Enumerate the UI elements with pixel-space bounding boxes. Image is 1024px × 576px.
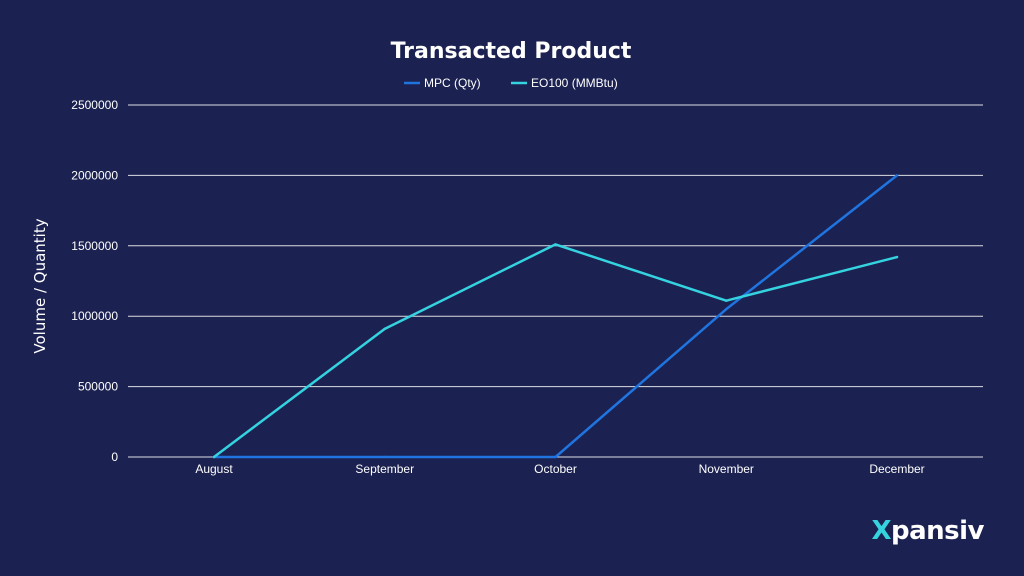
x-tick-label-december: December: [869, 462, 924, 476]
data-point: [554, 243, 557, 246]
y-tick-label: 1000000: [71, 309, 118, 323]
y-tick-label: 1500000: [71, 239, 118, 253]
data-point: [383, 455, 386, 459]
logo-x-mark: X: [871, 516, 891, 546]
data-point: [383, 327, 386, 331]
legend-label-eo100: EO100 (MMBtu): [531, 76, 618, 90]
x-tick-label-november: November: [699, 462, 754, 476]
y-tick-labels: 0 500000 1000000 1500000 2000000 2500000: [71, 98, 118, 464]
logo-wordmark: pansiv: [890, 516, 985, 546]
series-line-eo100: [212, 243, 899, 459]
x-tick-label-october: October: [534, 462, 577, 476]
chart-title: Transacted Product: [391, 39, 632, 64]
y-tick-label: 2000000: [71, 168, 118, 182]
x-tick-labels: August September October November December: [195, 462, 924, 476]
data-point: [554, 455, 557, 459]
legend: MPC (Qty) EO100 (MMBtu): [404, 76, 618, 90]
y-tick-label: 0: [111, 450, 118, 464]
y-axis-title: Volume / Quantity: [31, 218, 49, 353]
data-point: [725, 307, 728, 311]
data-point: [725, 299, 728, 302]
x-tick-label-august: August: [195, 462, 233, 476]
y-tick-label: 500000: [78, 380, 118, 394]
legend-label-mpc: MPC (Qty): [424, 76, 481, 90]
data-point: [212, 455, 216, 459]
series-lines: [212, 174, 899, 459]
y-tick-label: 2500000: [71, 98, 118, 112]
gridlines: [128, 104, 983, 458]
x-tick-label-september: September: [355, 462, 414, 476]
data-point: [895, 255, 899, 259]
data-point: [895, 174, 899, 177]
